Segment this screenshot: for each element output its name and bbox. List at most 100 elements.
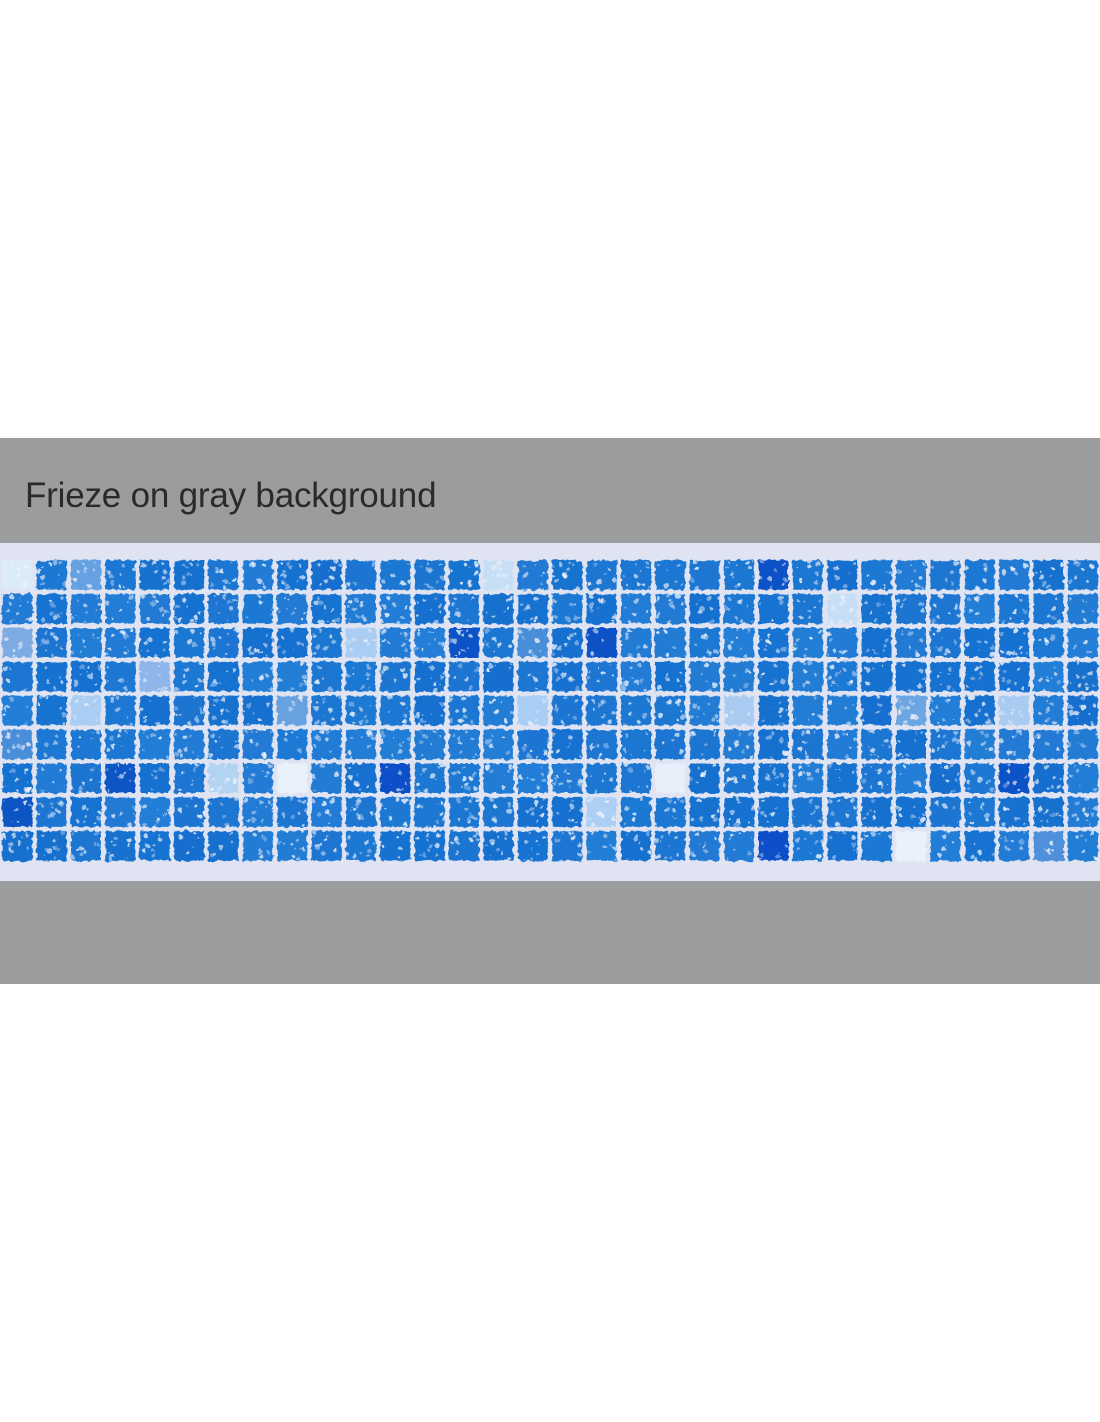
tile-speckle [874, 618, 878, 622]
tile-speckle [901, 755, 904, 758]
tile-speckle [984, 813, 990, 819]
tile-speckle [676, 798, 680, 801]
tile-speckle [370, 812, 375, 816]
tile-speckle [828, 676, 832, 680]
tile-speckle [943, 652, 948, 656]
tile-speckle [569, 803, 575, 809]
tile-speckle [92, 832, 96, 835]
tile-speckle [144, 730, 146, 733]
tile-speckle [1014, 682, 1017, 686]
tile-speckle [158, 607, 164, 612]
mosaic-tile [861, 729, 892, 760]
tile-speckle [47, 681, 50, 685]
tile-speckle [403, 802, 406, 805]
tile-speckle [727, 645, 732, 650]
mosaic-tile [861, 594, 892, 624]
tile-speckle [834, 671, 839, 676]
tile-speckle [399, 743, 403, 747]
tile-speckle [536, 820, 539, 823]
tile-speckle [332, 619, 336, 623]
mosaic-tile [552, 763, 583, 793]
tile-speckle [983, 562, 987, 567]
tile-speckle [322, 700, 327, 705]
tile-speckle [218, 786, 222, 790]
tile-speckle [1052, 720, 1057, 725]
tile-speckle [592, 708, 595, 712]
tile-speckle [678, 748, 684, 754]
mosaic-tile [758, 831, 789, 861]
tile-speckle [528, 649, 532, 654]
tile-speckle [186, 850, 190, 854]
tile-speckle [587, 817, 591, 821]
tile-speckle [568, 563, 570, 565]
tile-speckle [284, 596, 286, 599]
tile-speckle [944, 741, 948, 745]
tile-speckle [601, 716, 604, 719]
tile-speckle [139, 706, 144, 711]
tile-speckle [408, 709, 410, 712]
tile-speckle [493, 650, 496, 653]
tile-speckle [422, 714, 425, 717]
tile-speckle [984, 566, 987, 569]
tile-speckle [611, 578, 617, 583]
tile-speckle [1000, 632, 1005, 637]
tile-speckle [751, 561, 753, 563]
tile-speckle [439, 714, 443, 717]
tile-speckle [698, 843, 701, 845]
tile-speckle [461, 785, 464, 788]
tile-speckle [1049, 840, 1054, 845]
tile-speckle [899, 700, 903, 704]
tile-speckle [483, 578, 487, 582]
tile-speckle [1094, 805, 1099, 811]
tile-speckle [1069, 710, 1074, 716]
mosaic-tile [105, 729, 136, 760]
tile-speckle [360, 601, 363, 605]
tile-speckle [158, 767, 164, 772]
tile-speckle [303, 612, 306, 615]
tile-speckle [850, 842, 857, 848]
tile-speckle [626, 653, 632, 659]
tile-speckle [897, 752, 901, 757]
tile-speckle [946, 830, 950, 835]
tile-speckle [335, 559, 340, 564]
tile-speckle [646, 610, 649, 613]
tile-speckle [462, 696, 466, 701]
tile-speckle [111, 618, 114, 621]
tile-speckle [8, 847, 12, 851]
tile-speckle [194, 763, 199, 768]
tile-speckle [552, 565, 555, 568]
tile-speckle [761, 841, 764, 845]
tile-speckle [433, 620, 439, 625]
tile-speckle [1048, 851, 1052, 856]
tile-speckle [576, 852, 582, 859]
tile-speckle [940, 766, 943, 769]
tile-speckle [323, 837, 327, 841]
tile-speckle [1001, 678, 1006, 683]
tile-speckle [193, 767, 197, 772]
tile-speckle [325, 810, 329, 815]
tile-speckle [457, 718, 463, 723]
tile-speckle [656, 630, 660, 635]
tile-speckle [352, 636, 357, 641]
tile-speckle [448, 638, 453, 644]
tile-speckle [249, 651, 254, 655]
tile-speckle [577, 617, 580, 619]
tile-speckle [636, 654, 641, 659]
tile-speckle [405, 707, 408, 709]
tile-speckle [846, 721, 852, 726]
tile-speckle [1092, 787, 1097, 792]
tile-speckle [108, 735, 114, 741]
tile-speckle [398, 855, 401, 859]
tile-speckle [527, 777, 530, 780]
tile-speckle [978, 648, 980, 650]
tile-speckle [759, 857, 762, 860]
tile-speckle [531, 652, 535, 655]
tile-speckle [936, 705, 940, 710]
tile-speckle [367, 849, 372, 854]
mosaic-tile [586, 763, 617, 793]
tile-speckle [1068, 579, 1073, 583]
tile-speckle [913, 806, 916, 809]
tile-speckle [250, 679, 254, 682]
tile-speckle [1047, 585, 1051, 589]
tile-speckle [902, 830, 907, 835]
